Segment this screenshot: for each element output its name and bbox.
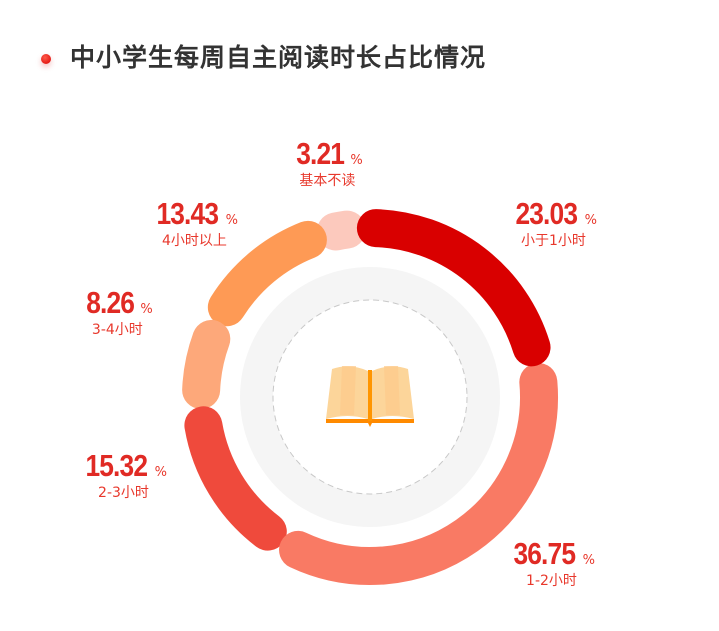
label-gt4h: 13.43% 4小时以上 (151, 196, 238, 250)
unit-label: % (140, 302, 153, 317)
category-label: 3-4小时 (91, 322, 143, 338)
donut-segment-3 (182, 319, 231, 410)
value-label: 23.03 (515, 196, 578, 231)
unit-label: % (350, 153, 363, 168)
chart-title: 中小学生每周自主阅读时长占比情况 (70, 43, 487, 72)
value-label: 15.32 (85, 448, 148, 483)
donut-segment-4 (207, 220, 327, 327)
donut-segment-5 (316, 210, 366, 251)
value-label: 13.43 (156, 196, 219, 231)
value-label: 36.75 (513, 536, 576, 571)
label-2-3h: 15.32% 2-3小时 (80, 448, 167, 502)
unit-label: % (225, 213, 238, 228)
open-book-icon (326, 366, 414, 427)
donut-segment-2 (184, 406, 287, 551)
donut-segment-0 (356, 209, 551, 367)
label-none: 3.21% 基本不读 (292, 136, 363, 190)
unit-label: % (584, 213, 597, 228)
donut-segment-1 (279, 363, 558, 585)
category-label: 1-2小时 (526, 573, 577, 589)
value-label: 3.21 (296, 136, 345, 171)
category-label: 基本不读 (299, 173, 356, 189)
label-1-2h: 36.75% 1-2小时 (508, 536, 595, 590)
title-bullet-icon (41, 54, 51, 64)
category-label: 2-3小时 (98, 485, 149, 501)
label-3-4h: 8.26% 3-4小时 (82, 285, 153, 339)
unit-label: % (582, 553, 595, 568)
category-label: 4小时以上 (162, 233, 227, 249)
category-label: 小于1小时 (521, 233, 586, 249)
label-lt1h: 23.03% 小于1小时 (510, 196, 597, 250)
unit-label: % (154, 465, 167, 480)
value-label: 8.26 (86, 285, 135, 320)
